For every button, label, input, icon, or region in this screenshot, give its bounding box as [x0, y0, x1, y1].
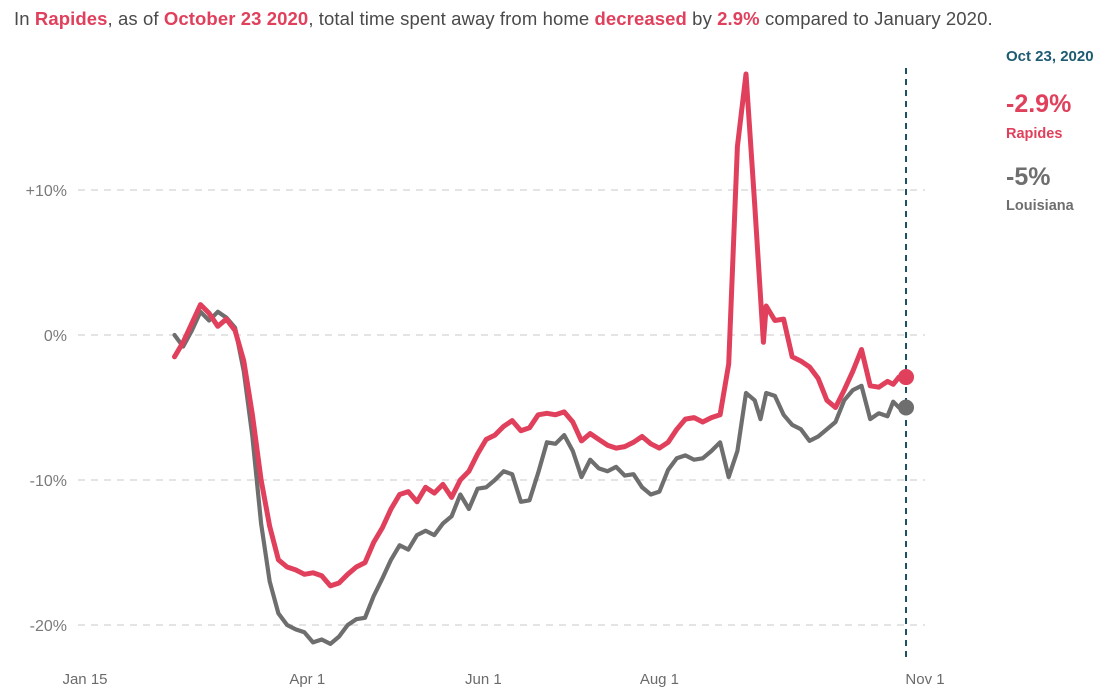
x-tick-label-2: Jun 1	[465, 671, 502, 688]
headline-prefix: In	[14, 8, 35, 29]
rapides-value: -2.9%	[1006, 90, 1072, 118]
y-tick-label-1: 0%	[44, 328, 67, 345]
y-tick-label-2: -10%	[30, 473, 67, 490]
headline-direction: decreased	[594, 8, 687, 29]
x-tick-label-0: Jan 15	[62, 671, 107, 688]
headline-as-of: , as of	[107, 8, 164, 29]
x-tick-label-3: Aug 1	[640, 671, 679, 688]
headline-date: October 23 2020	[163, 8, 309, 29]
chart-headline: In Rapides, as of October 23 2020, total…	[14, 8, 993, 30]
rapides-label: Rapides	[1006, 126, 1063, 142]
headline-mid: , total time spent away from home	[308, 8, 595, 29]
louisiana-label: Louisiana	[1006, 198, 1074, 214]
series-line-rapides	[172, 71, 902, 589]
headline-suffix: compared to January 2020.	[759, 8, 993, 29]
endpoint-dot-rapides	[898, 369, 915, 386]
series-line-louisiana	[172, 309, 902, 646]
marker-date-label: Oct 23, 2020	[1006, 48, 1094, 65]
louisiana-value: -5%	[1006, 163, 1051, 191]
x-tick-label-1: Apr 1	[289, 671, 325, 688]
headline-by: by	[686, 8, 718, 29]
headline-place: Rapides	[34, 8, 108, 29]
endpoint-dot-louisiana	[898, 399, 915, 416]
y-tick-label-0: +10%	[26, 183, 67, 200]
x-tick-label-4: Nov 1	[905, 671, 944, 688]
headline-pct: 2.9%	[717, 8, 760, 29]
y-tick-label-3: -20%	[30, 618, 67, 635]
